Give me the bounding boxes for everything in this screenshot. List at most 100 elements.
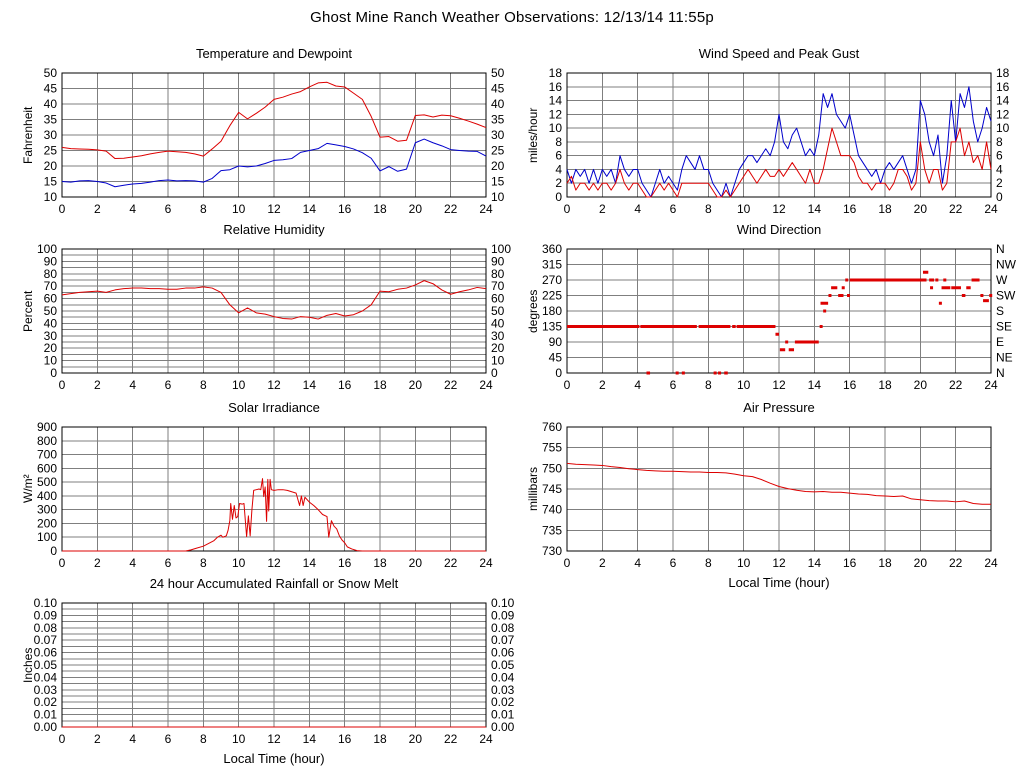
chart-title: Wind Speed and Peak Gust: [698, 46, 860, 61]
svg-text:10: 10: [491, 354, 505, 368]
svg-text:80: 80: [44, 267, 58, 281]
svg-text:22: 22: [444, 732, 458, 746]
svg-text:20: 20: [409, 732, 423, 746]
svg-text:45: 45: [44, 82, 58, 96]
chart-temperature-dewpoint: Temperature and Dewpoint Fahrenheit 10 10…: [5, 45, 526, 245]
svg-text:16: 16: [843, 556, 857, 570]
svg-text:0.10: 0.10: [491, 598, 515, 610]
page-title: Ghost Mine Ranch Weather Observations: 1…: [310, 9, 714, 26]
svg-text:45: 45: [491, 82, 505, 96]
svg-text:0: 0: [59, 202, 66, 216]
svg-text:12: 12: [267, 202, 281, 216]
svg-text:50: 50: [491, 68, 505, 80]
svg-text:45: 45: [549, 351, 563, 365]
svg-text:14: 14: [996, 94, 1010, 108]
chart-title: 24 hour Accumulated Rainfall or Snow Mel…: [149, 576, 399, 591]
svg-text:SW: SW: [996, 289, 1016, 303]
svg-text:14: 14: [808, 202, 822, 216]
svg-text:760: 760: [542, 422, 562, 434]
svg-text:4: 4: [634, 556, 641, 570]
svg-text:25: 25: [44, 144, 58, 158]
svg-text:4: 4: [634, 378, 641, 392]
svg-text:6: 6: [165, 202, 172, 216]
svg-text:0: 0: [555, 190, 562, 204]
svg-text:2: 2: [94, 202, 101, 216]
svg-text:90: 90: [549, 335, 563, 349]
svg-text:20: 20: [409, 378, 423, 392]
chart-wind-direction: Wind Direction degrees 0 N 45 NE 90 E 135 SE 180…: [510, 221, 1024, 421]
svg-text:10: 10: [737, 378, 751, 392]
svg-text:4: 4: [129, 202, 136, 216]
svg-text:14: 14: [303, 378, 317, 392]
svg-text:40: 40: [491, 97, 505, 111]
chart-air-pressure: Air Pressure millibars 730 735 740 745 750 75…: [510, 399, 1024, 599]
svg-text:22: 22: [949, 556, 963, 570]
svg-text:20: 20: [409, 556, 423, 570]
svg-text:0: 0: [50, 366, 57, 380]
svg-text:20: 20: [491, 159, 505, 173]
svg-text:0.04: 0.04: [491, 670, 515, 684]
svg-text:30: 30: [44, 128, 58, 142]
svg-text:2: 2: [94, 732, 101, 746]
svg-text:0.06: 0.06: [491, 646, 515, 660]
svg-text:600: 600: [37, 461, 57, 475]
svg-text:0.00: 0.00: [491, 720, 515, 734]
svg-text:22: 22: [949, 378, 963, 392]
svg-text:2: 2: [599, 378, 606, 392]
svg-text:24: 24: [479, 732, 493, 746]
svg-text:0.09: 0.09: [34, 608, 58, 622]
svg-text:50: 50: [44, 304, 58, 318]
svg-text:W: W: [996, 273, 1008, 287]
svg-text:50: 50: [491, 304, 505, 318]
svg-text:135: 135: [542, 320, 562, 334]
svg-text:60: 60: [44, 292, 58, 306]
svg-text:70: 70: [491, 279, 505, 293]
svg-text:NE: NE: [996, 351, 1013, 365]
svg-text:730: 730: [542, 544, 562, 558]
svg-text:4: 4: [129, 378, 136, 392]
chart-rainfall: 24 hour Accumulated Rainfall or Snow Mel…: [5, 575, 526, 775]
x-axis-label: Local Time (hour): [728, 575, 830, 590]
svg-text:0.02: 0.02: [34, 695, 58, 709]
svg-text:300: 300: [37, 503, 57, 517]
svg-text:15: 15: [44, 175, 58, 189]
svg-text:22: 22: [444, 556, 458, 570]
svg-text:2: 2: [94, 556, 101, 570]
svg-text:16: 16: [549, 80, 563, 94]
svg-text:8: 8: [200, 378, 207, 392]
svg-text:16: 16: [338, 556, 352, 570]
svg-text:6: 6: [670, 378, 677, 392]
svg-text:18: 18: [878, 378, 892, 392]
svg-text:0.01: 0.01: [491, 708, 515, 722]
svg-text:24: 24: [479, 202, 493, 216]
svg-text:2: 2: [996, 176, 1003, 190]
svg-text:SE: SE: [996, 320, 1012, 334]
svg-text:100: 100: [37, 530, 57, 544]
svg-text:16: 16: [996, 80, 1010, 94]
svg-text:180: 180: [542, 304, 562, 318]
svg-text:10: 10: [232, 732, 246, 746]
svg-text:10: 10: [737, 556, 751, 570]
svg-text:4: 4: [129, 732, 136, 746]
svg-text:800: 800: [37, 434, 57, 448]
svg-text:20: 20: [491, 341, 505, 355]
svg-text:4: 4: [129, 556, 136, 570]
svg-text:0.05: 0.05: [491, 658, 515, 672]
svg-text:90: 90: [44, 254, 58, 268]
svg-text:12: 12: [996, 107, 1010, 121]
svg-text:0.02: 0.02: [491, 695, 515, 709]
svg-text:25: 25: [491, 144, 505, 158]
svg-text:12: 12: [267, 378, 281, 392]
svg-text:40: 40: [44, 97, 58, 111]
svg-text:14: 14: [808, 556, 822, 570]
svg-text:0: 0: [564, 202, 571, 216]
chart-title: Air Pressure: [743, 400, 815, 415]
svg-text:2: 2: [599, 556, 606, 570]
svg-text:6: 6: [165, 732, 172, 746]
svg-text:24: 24: [479, 556, 493, 570]
svg-text:745: 745: [542, 482, 562, 496]
svg-text:14: 14: [303, 202, 317, 216]
